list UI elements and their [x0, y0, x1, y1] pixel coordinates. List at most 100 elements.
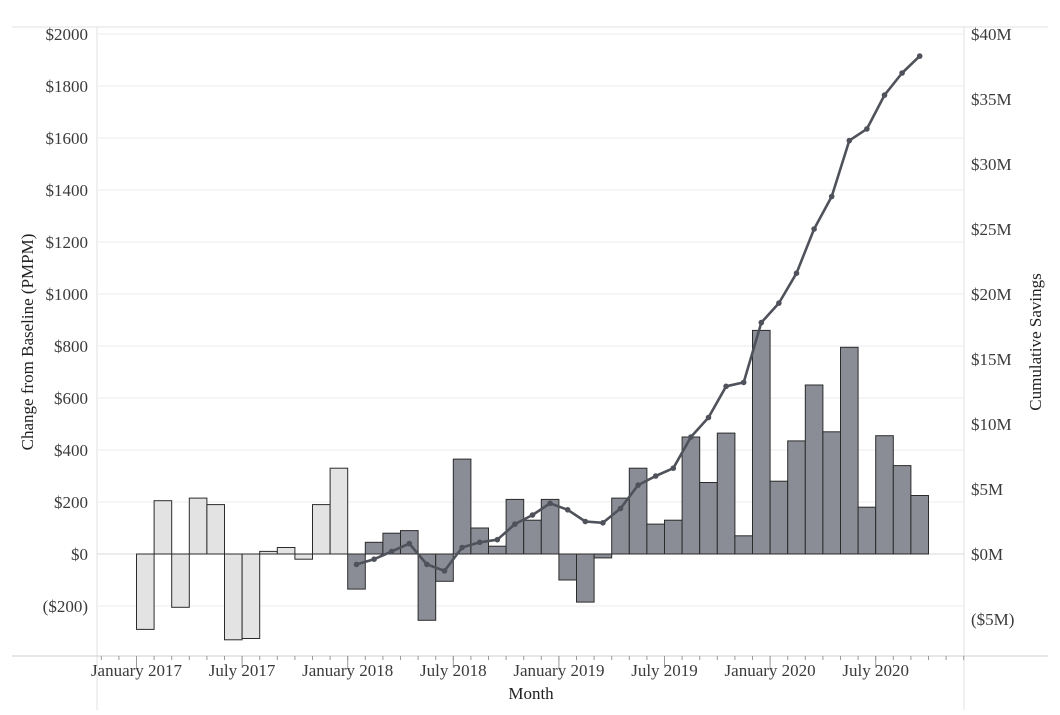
bar-2017-01 — [136, 553, 155, 630]
bar-2019-03 — [593, 553, 613, 559]
cumulative-point-2019-08 — [688, 434, 694, 440]
cumulative-point-2018-11 — [529, 512, 536, 518]
cumulative-point-2019-12 — [758, 319, 765, 326]
left-axis-ticks: ($200) $0 $200 $400 $600 $800 $1000 $1200 $1400 $… — [43, 25, 88, 616]
left-tick-label: $1200 — [46, 233, 89, 252]
cumulative-savings-series — [353, 53, 923, 574]
x-tick-label: July 2018 — [420, 661, 487, 680]
cumulative-point-2020-09 — [916, 53, 923, 59]
bar-2019-08 — [681, 436, 701, 555]
left-tick-label: $1000 — [46, 285, 89, 304]
cumulative-point-2019-09 — [705, 414, 712, 421]
bar-2019-11 — [734, 535, 754, 555]
left-tick-label: $1600 — [46, 129, 89, 148]
bar-series — [136, 329, 930, 641]
bar-2020-06 — [857, 506, 877, 555]
cumulative-point-2019-06 — [652, 473, 659, 479]
y-axis-right-title: Cumulative Savings — [1026, 273, 1045, 410]
bar-2017-07 — [241, 553, 261, 639]
bar-2019-12 — [752, 329, 771, 555]
bar-2017-09 — [276, 547, 296, 555]
cumulative-point-2020-01 — [776, 300, 782, 306]
cumulative-point-2019-02 — [582, 518, 589, 525]
right-axis-ticks: ($5M) $0M $5M $10M $15M $20M $25M $30M $35M $40M — [971, 25, 1014, 629]
left-tick-label: $200 — [54, 493, 88, 512]
left-tick-label: $1400 — [46, 181, 89, 200]
right-tick-label: $20M — [971, 285, 1012, 304]
bar-2018-09 — [488, 545, 507, 555]
cumulative-point-2019-11 — [740, 379, 747, 386]
chart-frame — [12, 26, 1048, 710]
left-tick-label: $0 — [71, 545, 88, 564]
bar-2018-11 — [523, 519, 542, 555]
left-tick-label: $400 — [54, 441, 88, 460]
left-tick-label: $800 — [54, 337, 88, 356]
bar-2017-10 — [294, 553, 313, 560]
bar-2020-07 — [875, 435, 894, 555]
cumulative-point-2020-06 — [864, 126, 870, 132]
cumulative-point-2020-07 — [881, 92, 888, 98]
bar-2020-02 — [787, 440, 806, 555]
bar-2018-12 — [540, 498, 560, 555]
bar-2019-07 — [664, 519, 683, 555]
bar-2017-03 — [171, 553, 190, 608]
cumulative-point-2020-05 — [846, 137, 853, 144]
right-tick-label: $15M — [971, 350, 1012, 369]
right-tick-label: $0M — [971, 545, 1003, 564]
bar-2020-05 — [840, 346, 859, 555]
bar-2020-04 — [822, 431, 842, 555]
x-tick-label: January 2017 — [91, 661, 183, 680]
bar-2019-10 — [716, 432, 736, 555]
y-axis-left-title: Change from Baseline (PMPM) — [18, 234, 37, 451]
bar-2020-08 — [892, 465, 912, 555]
bar-2019-09 — [699, 482, 718, 555]
left-tick-label: $1800 — [46, 77, 89, 96]
right-tick-label: $25M — [971, 220, 1012, 239]
bar-2017-12 — [329, 467, 349, 555]
bar-2017-02 — [153, 500, 173, 555]
cumulative-point-2020-04 — [828, 193, 835, 200]
cumulative-point-2018-01 — [353, 561, 360, 568]
bar-2020-03 — [804, 384, 824, 555]
x-tick-label: July 2017 — [209, 661, 276, 680]
x-axis-ticks: January 2017 July 2017 January 2018 July 20… — [91, 656, 965, 680]
right-tick-label: $35M — [971, 90, 1012, 109]
cumulative-point-2019-04 — [617, 505, 624, 512]
cumulative-point-2018-07 — [459, 544, 465, 551]
x-tick-label: July 2020 — [842, 661, 909, 680]
right-tick-label: $10M — [971, 415, 1012, 434]
x-axis-title: Month — [508, 684, 554, 703]
bar-2019-06 — [646, 523, 666, 555]
cumulative-point-2018-12 — [547, 500, 553, 507]
cumulative-point-2019-07 — [670, 465, 677, 472]
bar-2018-02 — [364, 541, 384, 555]
cumulative-point-2018-03 — [388, 548, 395, 555]
cumulative-point-2018-05 — [424, 561, 430, 568]
bar-2019-02 — [576, 553, 595, 603]
right-tick-label: $30M — [971, 155, 1012, 174]
left-tick-label: ($200) — [43, 597, 88, 616]
bar-2017-04 — [188, 497, 208, 555]
cumulative-point-2018-09 — [494, 536, 501, 543]
cumulative-point-2020-08 — [899, 70, 905, 76]
left-tick-label: $2000 — [46, 25, 89, 44]
bar-2017-06 — [224, 553, 243, 641]
bar-2017-08 — [259, 550, 278, 555]
x-tick-label: July 2019 — [631, 661, 698, 680]
bar-2018-07 — [452, 458, 472, 555]
bar-2017-11 — [312, 504, 331, 555]
bar-2020-01 — [769, 480, 789, 555]
bar-2018-01 — [347, 553, 366, 590]
right-tick-label: $40M — [971, 25, 1012, 44]
cumulative-point-2019-01 — [564, 507, 571, 513]
cumulative-point-2019-05 — [635, 482, 641, 488]
x-tick-label: January 2020 — [725, 661, 816, 680]
left-tick-label: $600 — [54, 389, 88, 408]
cumulative-point-2018-06 — [441, 568, 448, 574]
right-tick-label: ($5M) — [971, 610, 1014, 629]
x-tick-label: January 2018 — [302, 661, 393, 680]
bar-2017-05 — [206, 504, 225, 555]
gridlines — [97, 33, 964, 607]
right-tick-label: $5M — [971, 480, 1003, 499]
cumulative-point-2020-02 — [793, 270, 800, 277]
